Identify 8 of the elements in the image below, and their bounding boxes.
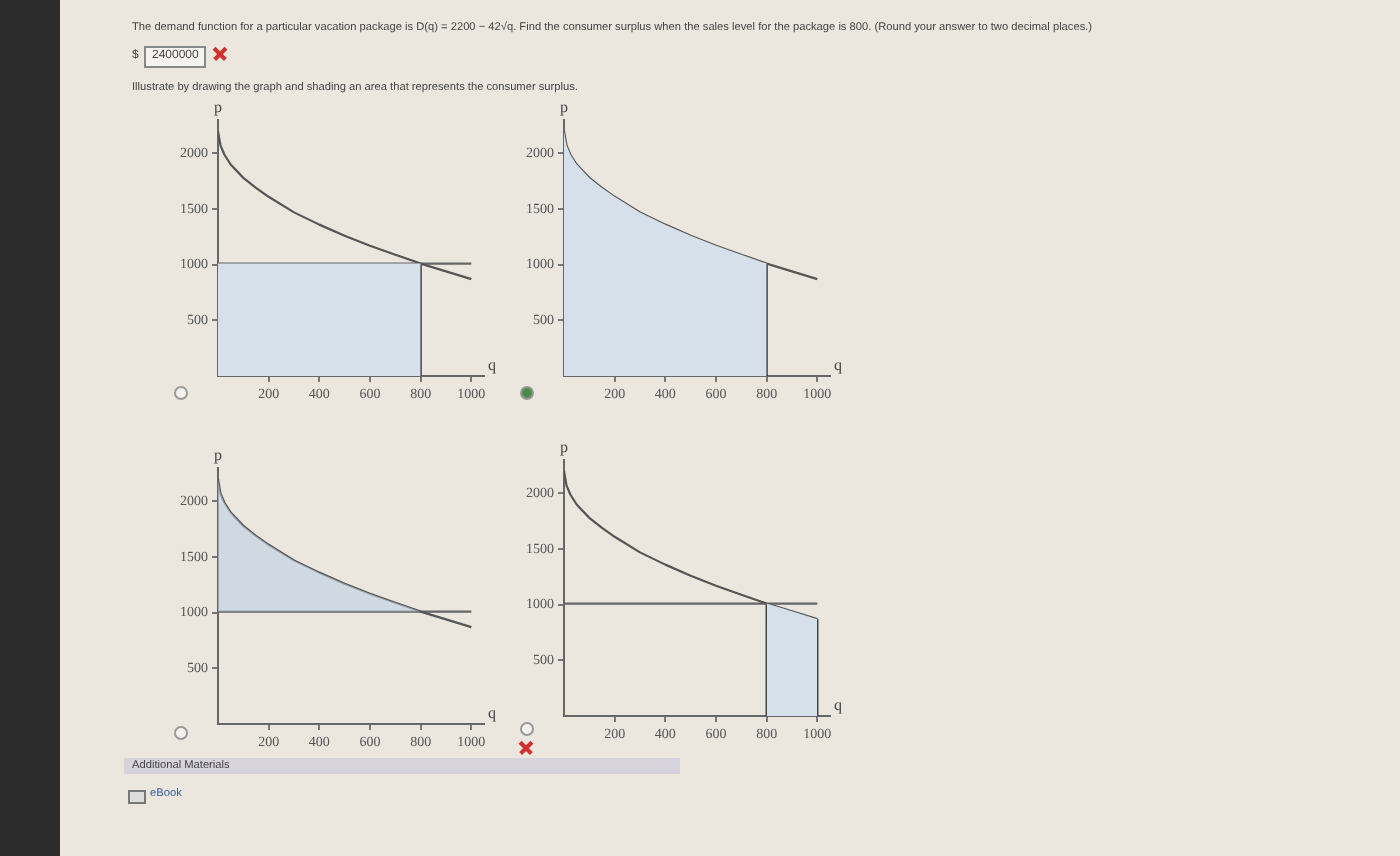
x-axis-title: q xyxy=(834,356,842,375)
y-axis-title: p xyxy=(214,98,222,117)
y-axis-title: p xyxy=(560,438,568,457)
x-axis-title: q xyxy=(488,704,496,723)
y-axis-title: p xyxy=(214,446,222,465)
y-axis-title: p xyxy=(560,98,568,117)
x-axis-title: q xyxy=(488,356,496,375)
x-axis-title: q xyxy=(834,696,842,715)
